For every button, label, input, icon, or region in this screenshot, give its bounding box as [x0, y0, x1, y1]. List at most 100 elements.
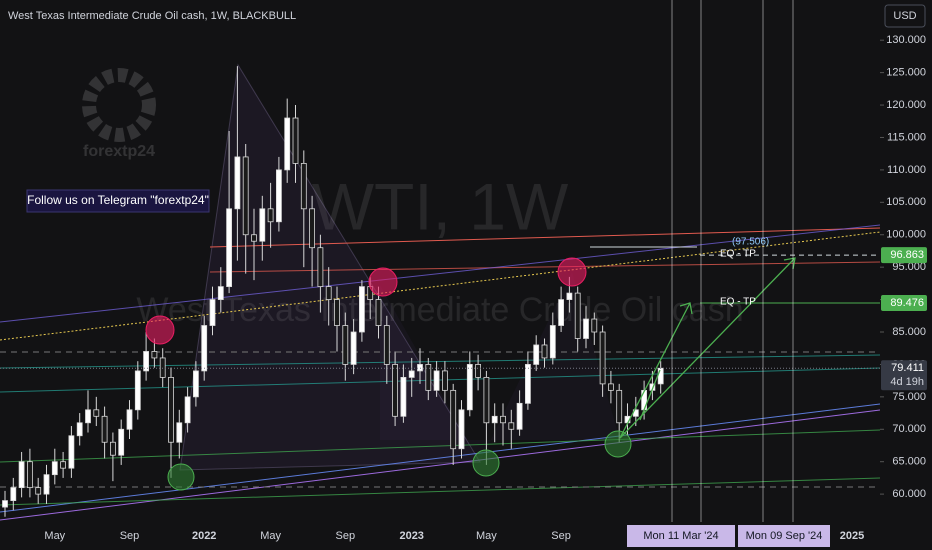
- candle-body: [10, 487, 17, 502]
- trend-line: [0, 403, 881, 513]
- x-tick-label: 2023: [399, 530, 423, 542]
- candle-body: [425, 364, 432, 391]
- candle-body: [85, 409, 91, 424]
- x-tick-label: 2022: [192, 530, 216, 542]
- candle-body: [209, 299, 216, 326]
- candle-body: [334, 299, 340, 326]
- trend-line: [0, 477, 881, 506]
- x-tick-label: 2025: [840, 530, 864, 542]
- bottom-circle: [472, 449, 500, 477]
- countdown: 4d 19h: [890, 376, 924, 388]
- candle-body: [450, 389, 457, 450]
- candle-body: [126, 409, 133, 430]
- candle-body: [110, 441, 116, 456]
- candle-body: [143, 351, 150, 372]
- arrow: [639, 369, 661, 421]
- candle-body: [516, 402, 523, 430]
- candle-body: [226, 208, 233, 288]
- candle-body: [267, 208, 274, 223]
- candle-body: [549, 325, 556, 359]
- candle-body: [192, 370, 199, 398]
- candle-body: [383, 325, 390, 365]
- price-label-box: [881, 360, 927, 391]
- candle-body: [325, 286, 332, 300]
- candle-body: [483, 376, 490, 424]
- watermark-subtitle: West Texas Intermediate Crude Oil cash: [136, 291, 743, 329]
- price-label: 96.863: [890, 249, 924, 261]
- candle-body: [392, 364, 399, 417]
- candle-body: [533, 344, 540, 365]
- price-axis: [880, 0, 932, 550]
- date-marker-box: [627, 525, 735, 547]
- y-tick-label: 70.000: [892, 423, 926, 435]
- trend-line: [0, 224, 881, 323]
- trend-line: [0, 429, 881, 463]
- candle-body: [292, 117, 299, 164]
- top-circle: [557, 257, 587, 287]
- candle-body: [18, 461, 25, 489]
- annotation: (97.506): [732, 237, 769, 248]
- candle-body: [43, 474, 50, 495]
- candle-body: [184, 396, 191, 424]
- y-tick-label: 75.000: [892, 391, 926, 403]
- vertical-markers: [671, 0, 794, 522]
- watermark: WTI, 1W: [312, 169, 569, 243]
- candle-body: [441, 370, 448, 391]
- chart-title: West Texas Intermediate Crude Oil cash, …: [8, 10, 296, 22]
- price-label-box: [881, 294, 927, 311]
- candle-body: [350, 331, 357, 365]
- candle-body: [566, 292, 573, 300]
- candle-body: [284, 117, 291, 171]
- candle-body: [616, 389, 623, 424]
- candle-body: [508, 422, 515, 430]
- trend-line: [0, 367, 881, 393]
- price-label: 89.476: [890, 297, 924, 309]
- candle-body: [251, 234, 257, 242]
- candle-body: [35, 487, 42, 495]
- candle-body: [541, 344, 548, 359]
- trend-line: [0, 409, 881, 521]
- y-tick-label: 65.000: [892, 456, 926, 468]
- arrow-head: [679, 302, 693, 315]
- x-tick-label: May: [44, 530, 65, 542]
- pattern-shade: [179, 63, 481, 471]
- candle-body: [475, 364, 482, 378]
- candle-body: [657, 367, 664, 385]
- y-tick-label: 95.000: [892, 261, 926, 273]
- candle-body: [159, 357, 166, 378]
- promo-text: Follow us on Telegram "forextp24": [27, 193, 209, 207]
- candle-body: [168, 376, 174, 443]
- candle-body: [558, 299, 564, 326]
- tp-label: EQ - TP: [720, 249, 756, 260]
- trend-line: [209, 227, 881, 248]
- currency[interactable]: USD: [893, 10, 916, 22]
- top-circle: [368, 267, 398, 297]
- candle-body: [259, 208, 266, 242]
- y-tick-label: 120.000: [886, 99, 926, 111]
- pivot-circles: [145, 257, 632, 491]
- candle-body: [51, 461, 58, 476]
- currency-button[interactable]: [884, 4, 926, 28]
- arrow-head: [783, 257, 796, 270]
- candle-body: [93, 409, 100, 417]
- candle-body: [408, 370, 415, 378]
- projection-arrows: [619, 257, 796, 439]
- candle-body: [500, 415, 506, 424]
- bottom-circle: [604, 430, 632, 458]
- top-circle: [145, 315, 175, 345]
- y-tick-label: 110.000: [887, 164, 926, 176]
- x-tick-label: May: [476, 530, 497, 542]
- candle-body: [599, 331, 606, 385]
- candle-body: [466, 364, 473, 411]
- x-tick-label: Sep: [551, 530, 571, 542]
- tp-label: EQ - TP: [720, 297, 756, 308]
- candle-body: [300, 163, 307, 210]
- x-tick-label: Sep: [336, 530, 356, 542]
- promo-box: [26, 189, 210, 213]
- logo: [82, 68, 156, 142]
- candle-body: [591, 318, 598, 333]
- date-marker: Mon 11 Mar '24: [643, 530, 718, 542]
